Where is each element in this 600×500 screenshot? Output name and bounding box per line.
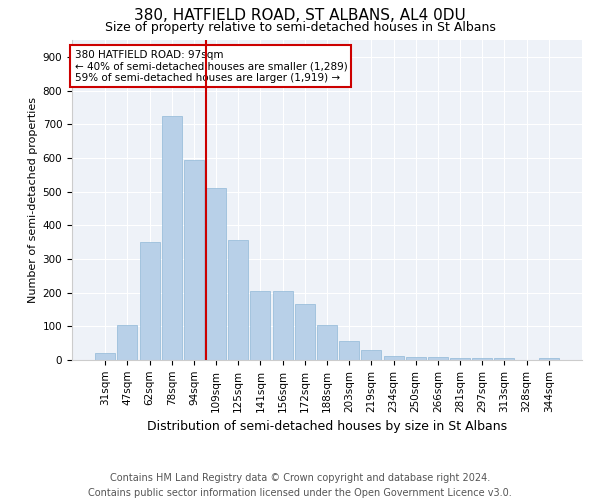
Text: 380, HATFIELD ROAD, ST ALBANS, AL4 0DU: 380, HATFIELD ROAD, ST ALBANS, AL4 0DU xyxy=(134,8,466,22)
Bar xyxy=(383,356,404,360)
Y-axis label: Number of semi-detached properties: Number of semi-detached properties xyxy=(28,97,38,303)
Bar xyxy=(162,116,182,360)
Bar xyxy=(339,342,359,360)
Bar xyxy=(95,354,115,360)
Bar xyxy=(250,291,271,360)
Bar xyxy=(140,242,160,360)
Text: Contains HM Land Registry data © Crown copyright and database right 2024.
Contai: Contains HM Land Registry data © Crown c… xyxy=(88,472,512,498)
Text: 380 HATFIELD ROAD: 97sqm
← 40% of semi-detached houses are smaller (1,289)
59% o: 380 HATFIELD ROAD: 97sqm ← 40% of semi-d… xyxy=(74,50,347,83)
Bar xyxy=(472,358,492,360)
Bar xyxy=(272,291,293,360)
Bar xyxy=(228,240,248,360)
Bar xyxy=(184,160,204,360)
Bar xyxy=(428,358,448,360)
Bar xyxy=(450,358,470,360)
X-axis label: Distribution of semi-detached houses by size in St Albans: Distribution of semi-detached houses by … xyxy=(147,420,507,433)
Bar xyxy=(206,188,226,360)
Bar xyxy=(361,350,382,360)
Bar xyxy=(539,358,559,360)
Bar xyxy=(406,358,426,360)
Bar xyxy=(494,358,514,360)
Bar xyxy=(317,326,337,360)
Bar xyxy=(118,324,137,360)
Text: Size of property relative to semi-detached houses in St Albans: Size of property relative to semi-detach… xyxy=(104,21,496,34)
Bar xyxy=(295,304,315,360)
